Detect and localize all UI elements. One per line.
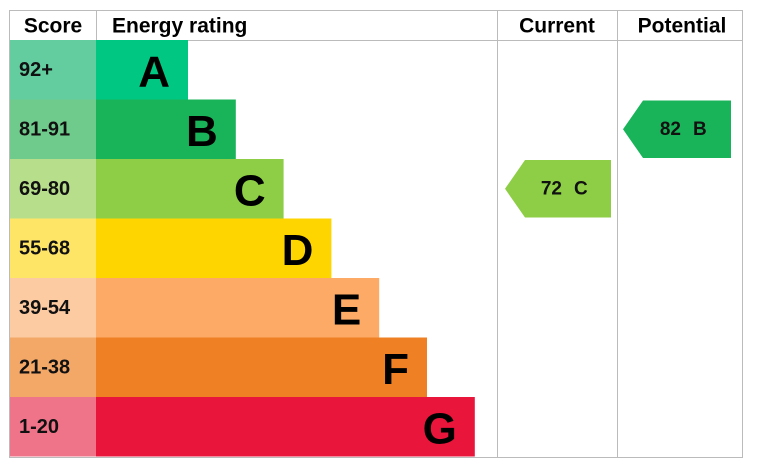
score-label: 92+ <box>19 59 53 81</box>
rating-letter: A <box>138 47 170 96</box>
score-label: 1-20 <box>19 416 59 438</box>
score-label: 21-38 <box>19 356 70 378</box>
score-label: 55-68 <box>19 237 70 259</box>
current-arrow <box>505 160 611 218</box>
score-cell <box>10 40 96 100</box>
rating-letter: B <box>186 107 218 156</box>
score-cell <box>10 278 96 338</box>
rating-bar <box>96 337 427 397</box>
score-cell <box>10 99 96 159</box>
score-cell <box>10 218 96 278</box>
header-energy-rating: Energy rating <box>112 15 247 38</box>
rating-bar <box>96 397 475 457</box>
header-potential: Potential <box>638 15 727 38</box>
score-label: 81-91 <box>19 118 70 140</box>
rating-bar <box>96 159 284 219</box>
rating-letter: F <box>382 345 409 394</box>
rating-letter: E <box>332 285 361 334</box>
rating-bar <box>96 40 188 100</box>
potential-letter: B <box>693 119 707 140</box>
potential-arrow <box>623 100 731 158</box>
rating-letter: D <box>282 226 314 275</box>
potential-value: 82 <box>660 119 681 140</box>
rating-letter: C <box>234 166 266 215</box>
score-cell <box>10 159 96 219</box>
current-value: 72 <box>541 178 562 199</box>
rating-letter: G <box>423 404 457 453</box>
score-label: 69-80 <box>19 178 70 200</box>
header-score: Score <box>24 15 82 38</box>
rating-bar <box>96 278 380 338</box>
rating-bar <box>96 218 332 278</box>
current-letter: C <box>574 178 588 199</box>
score-label: 39-54 <box>19 297 71 319</box>
score-cell <box>10 337 96 397</box>
rating-bar <box>96 99 236 159</box>
header-current: Current <box>519 15 595 38</box>
table-border <box>9 10 743 458</box>
score-cell <box>10 397 96 457</box>
